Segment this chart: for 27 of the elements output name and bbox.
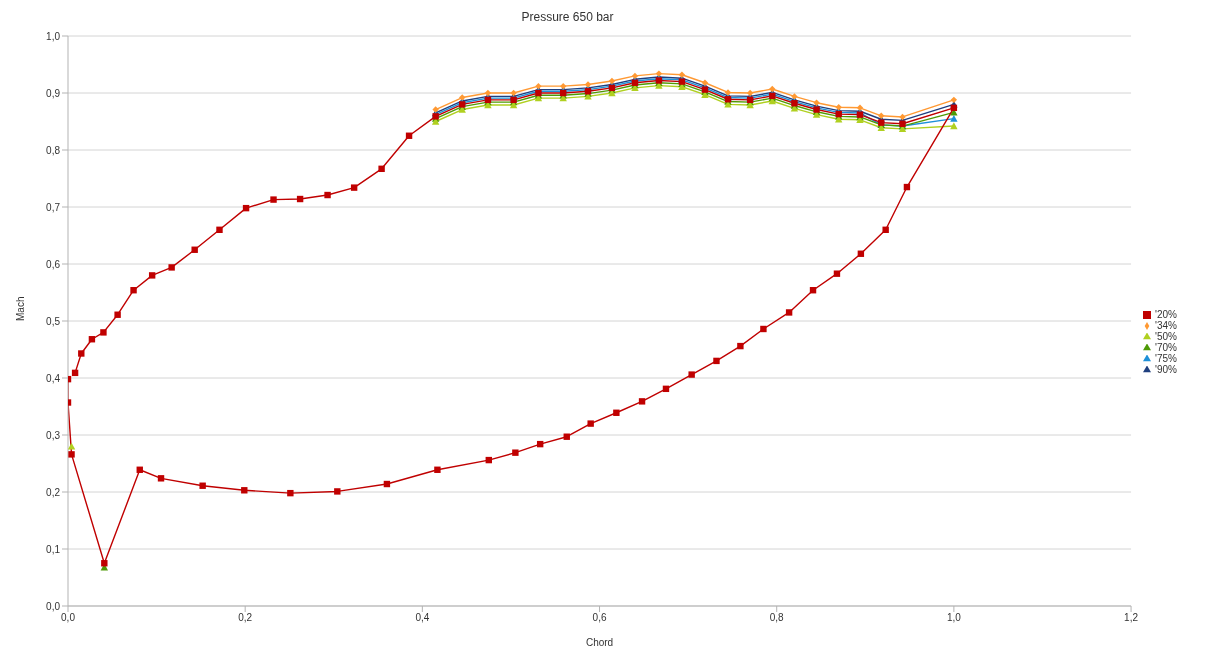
x-tick-label: 0,0 [61, 612, 76, 624]
legend-label: '20% [1155, 309, 1177, 320]
y-tick-label: 0,8 [46, 144, 61, 156]
y-tick-label: 0,5 [46, 315, 61, 327]
legend-label: '75% [1155, 353, 1177, 364]
y-tick-label: 0,2 [46, 486, 61, 498]
legend-label: '90% [1155, 364, 1177, 375]
x-tick-label: 1,0 [946, 612, 962, 624]
y-tick-label: 0,9 [46, 87, 61, 99]
y-tick-label: 0,3 [46, 429, 61, 441]
x-axis-title: Chord [585, 637, 614, 648]
y-tick-label: 0,1 [46, 543, 61, 555]
y-tick-label: 0,6 [46, 258, 61, 270]
legend-label: '34% [1155, 320, 1177, 331]
x-tick-label: 0,6 [592, 612, 607, 624]
x-tick-label: 1,2 [1124, 612, 1139, 624]
y-tick-label: 0,4 [46, 372, 61, 384]
legend-label: '50% [1155, 331, 1177, 342]
x-tick-label: 0,2 [238, 612, 253, 624]
y-axis-title: Mach [14, 296, 26, 321]
x-tick-label: 0,8 [769, 612, 785, 624]
y-tick-label: 0,7 [46, 201, 61, 213]
x-tick-label: 0,4 [415, 612, 430, 624]
y-tick-label: 0,0 [46, 600, 61, 612]
y-tick-label: 1,0 [46, 30, 61, 42]
chart-title: Pressure 650 bar [520, 9, 615, 24]
legend-label: '70% [1155, 342, 1177, 353]
